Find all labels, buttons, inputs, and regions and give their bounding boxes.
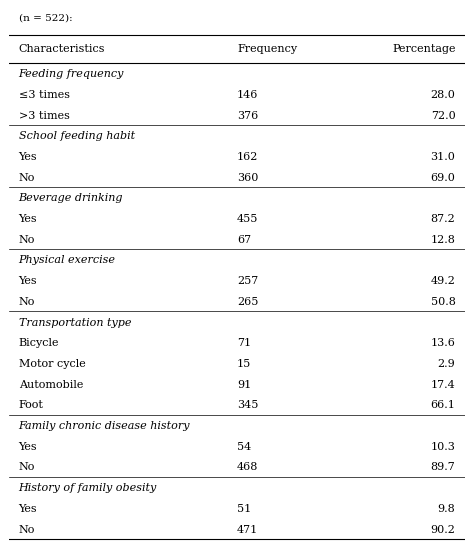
Text: No: No xyxy=(18,525,35,534)
Text: Yes: Yes xyxy=(18,504,37,514)
Text: 9.8: 9.8 xyxy=(438,504,456,514)
Text: Transportation type: Transportation type xyxy=(18,318,131,328)
Text: 51: 51 xyxy=(237,504,251,514)
Text: 265: 265 xyxy=(237,297,258,307)
Text: Beverage drinking: Beverage drinking xyxy=(18,194,123,203)
Text: 162: 162 xyxy=(237,152,258,162)
Text: 67: 67 xyxy=(237,235,251,245)
Text: No: No xyxy=(18,173,35,183)
Text: 10.3: 10.3 xyxy=(430,442,456,452)
Text: 91: 91 xyxy=(237,380,251,389)
Text: 72.0: 72.0 xyxy=(431,110,456,120)
Text: 360: 360 xyxy=(237,173,258,183)
Text: 54: 54 xyxy=(237,442,251,452)
Text: School feeding habit: School feeding habit xyxy=(18,131,135,141)
Text: Frequency: Frequency xyxy=(237,44,297,54)
Text: Yes: Yes xyxy=(18,214,37,224)
Text: 2.9: 2.9 xyxy=(438,359,456,369)
Text: Physical exercise: Physical exercise xyxy=(18,255,116,265)
Text: Characteristics: Characteristics xyxy=(18,44,105,54)
Text: Automobile: Automobile xyxy=(18,380,83,389)
Text: 12.8: 12.8 xyxy=(430,235,456,245)
Text: 471: 471 xyxy=(237,525,258,534)
Text: 15: 15 xyxy=(237,359,251,369)
Text: Family chronic disease history: Family chronic disease history xyxy=(18,421,190,431)
Text: Yes: Yes xyxy=(18,276,37,286)
Text: ≤3 times: ≤3 times xyxy=(18,90,70,100)
Text: 87.2: 87.2 xyxy=(431,214,456,224)
Text: Motor cycle: Motor cycle xyxy=(18,359,85,369)
Text: 146: 146 xyxy=(237,90,258,100)
Text: 49.2: 49.2 xyxy=(430,276,456,286)
Text: 71: 71 xyxy=(237,338,251,348)
Text: 66.1: 66.1 xyxy=(430,400,456,410)
Text: 89.7: 89.7 xyxy=(431,462,456,473)
Text: 13.6: 13.6 xyxy=(430,338,456,348)
Text: No: No xyxy=(18,235,35,245)
Text: 345: 345 xyxy=(237,400,258,410)
Text: History of family obesity: History of family obesity xyxy=(18,483,157,493)
Text: 376: 376 xyxy=(237,110,258,120)
Text: 455: 455 xyxy=(237,214,258,224)
Text: >3 times: >3 times xyxy=(18,110,70,120)
Text: Yes: Yes xyxy=(18,442,37,452)
Text: 28.0: 28.0 xyxy=(430,90,456,100)
Text: 31.0: 31.0 xyxy=(430,152,456,162)
Text: 50.8: 50.8 xyxy=(430,297,456,307)
Text: 17.4: 17.4 xyxy=(431,380,456,389)
Text: Bicycle: Bicycle xyxy=(18,338,59,348)
Text: 468: 468 xyxy=(237,462,258,473)
Text: Feeding frequency: Feeding frequency xyxy=(18,69,124,79)
Text: (n = 522):: (n = 522): xyxy=(18,14,72,22)
Text: 257: 257 xyxy=(237,276,258,286)
Text: Foot: Foot xyxy=(18,400,44,410)
Text: Percentage: Percentage xyxy=(392,44,456,54)
Text: No: No xyxy=(18,297,35,307)
Text: No: No xyxy=(18,462,35,473)
Text: Yes: Yes xyxy=(18,152,37,162)
Text: 90.2: 90.2 xyxy=(430,525,456,534)
Text: 69.0: 69.0 xyxy=(430,173,456,183)
